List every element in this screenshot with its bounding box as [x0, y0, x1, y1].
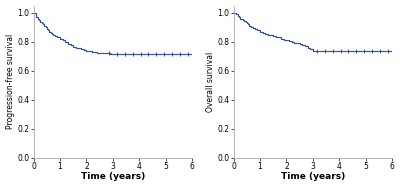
- Y-axis label: Progression-free survival: Progression-free survival: [6, 34, 14, 129]
- X-axis label: Time (years): Time (years): [81, 172, 145, 181]
- X-axis label: Time (years): Time (years): [281, 172, 345, 181]
- Y-axis label: Overall survival: Overall survival: [206, 52, 214, 112]
